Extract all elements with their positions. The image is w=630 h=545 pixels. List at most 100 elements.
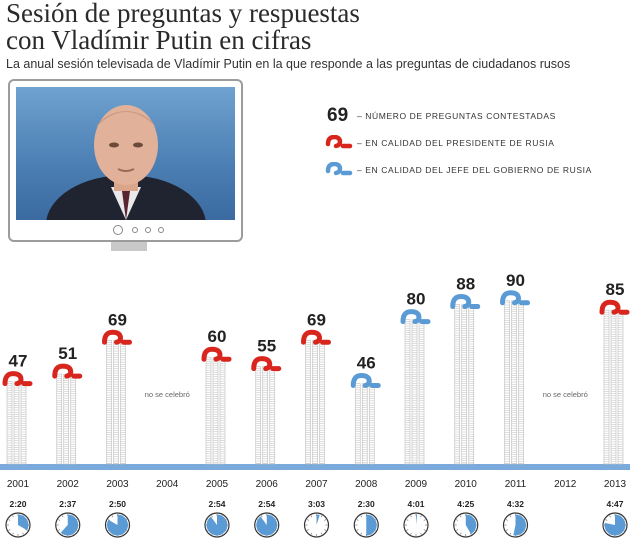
duration-label: 2:50 (109, 499, 126, 509)
clock-tick (456, 529, 459, 531)
clock-elapsed-sector (604, 514, 626, 536)
clock-tick (356, 529, 359, 531)
clock-tick (505, 529, 508, 531)
clock-elapsed-sector (416, 514, 418, 525)
title-line-1: Sesión de preguntas y respuestas (6, 0, 360, 28)
bar-stack-lines (405, 321, 410, 463)
question-mark-icon (201, 346, 223, 362)
bar-stack-lines (604, 311, 609, 465)
question-mark-icon (500, 290, 522, 306)
question-mark-icon (400, 309, 422, 325)
bar-stack-lines (255, 368, 261, 464)
bar-value-label: 46 (357, 354, 376, 373)
clock-tick (410, 515, 412, 518)
duration-label: 2:30 (358, 499, 375, 509)
x-tick-label: 2012 (554, 479, 577, 490)
clock-tick (61, 515, 64, 518)
duration-label: 4:01 (407, 499, 424, 509)
clock-tick (360, 515, 363, 518)
clock-tick (406, 519, 409, 521)
duration-label: 4:32 (507, 499, 524, 509)
clock-tick (111, 515, 114, 518)
bar-stack-column (305, 339, 311, 465)
duration-label: 2:54 (208, 499, 225, 509)
bar-value-label: 85 (606, 280, 625, 299)
clock-tick (469, 532, 472, 535)
clock-tick (306, 529, 309, 531)
x-tick-label: 2009 (405, 479, 428, 490)
bar-value-label: 60 (208, 327, 227, 346)
clock-elapsed-sector (256, 514, 278, 536)
x-tick-label: 2006 (256, 479, 279, 490)
bar-stack-column (219, 356, 226, 465)
clock-tick (456, 519, 459, 521)
question-mark-icon (52, 363, 74, 379)
question-mark-icon (2, 371, 24, 387)
bar-stack-column (255, 366, 262, 465)
bar-stack-column (6, 381, 13, 465)
clock-tick (260, 515, 263, 518)
bar-stack-column (212, 356, 219, 465)
clock-tick (406, 529, 409, 531)
question-mark-icon (350, 373, 372, 389)
bar-value-label: 69 (307, 310, 326, 329)
bar-stack-lines (106, 342, 112, 464)
tv-screen-photo (16, 87, 235, 220)
clock-elapsed-sector (107, 514, 129, 536)
bar-stack-column (511, 300, 517, 465)
x-tick-label: 2001 (7, 479, 30, 490)
clock-tick (320, 532, 323, 535)
bar-stack-column (56, 373, 63, 465)
bar-stack-lines (7, 383, 12, 464)
bar-stack-column (518, 300, 524, 465)
x-tick-label: 2004 (156, 479, 179, 490)
clock-tick (324, 519, 327, 521)
bar-value-label: 88 (456, 275, 475, 294)
question-mark-icon (301, 329, 323, 345)
clock-elapsed-sector (465, 514, 477, 535)
bar-stack-lines (454, 306, 460, 464)
question-mark-icon (102, 329, 124, 345)
clock-tick (8, 529, 11, 531)
clock-tick (505, 519, 508, 521)
bar-stack-column (63, 373, 70, 465)
bar-stack-column (113, 339, 119, 465)
tv-stand (111, 242, 147, 251)
bar-stack-column (504, 300, 510, 465)
bar-stack-column (454, 304, 461, 465)
legend-count-text: – NÚMERO DE PREGUNTAS CONTESTADAS (357, 111, 556, 121)
bar-value-label: 47 (9, 352, 28, 371)
bar-stack-column (205, 356, 212, 465)
clock-tick (459, 515, 462, 518)
tv-dot-icon (132, 227, 138, 233)
clock-tick (306, 519, 309, 521)
duration-label: 2:54 (258, 499, 275, 509)
chart-subtitle: La anual sesión televisada de Vladímir P… (6, 57, 571, 71)
clock-tick (509, 532, 512, 535)
chart-title: Sesión de preguntas y respuestas con Vla… (6, 0, 426, 54)
clock-tick (8, 519, 11, 521)
bar-stack-lines (56, 375, 62, 463)
clock-tick (420, 515, 422, 518)
x-tick-label: 2010 (455, 479, 478, 490)
question-mark-icon (599, 299, 621, 315)
duration-label: 4:47 (606, 499, 623, 509)
bar-value-label: 80 (407, 290, 426, 309)
x-tick-label: 2003 (106, 479, 129, 490)
tv-illustration (8, 79, 243, 242)
clock-elapsed-sector (316, 514, 320, 525)
clock-tick (423, 519, 426, 521)
clock-tick (211, 515, 213, 518)
clock-tick (356, 519, 359, 521)
bar-stack-lines (355, 385, 361, 463)
clock-tick (310, 532, 313, 535)
legend-president-question-icon (325, 135, 353, 149)
legend-number-sample: 69 (327, 105, 349, 126)
duration-label: 4:25 (457, 499, 474, 509)
portrait-image (46, 105, 206, 220)
bar-stack-lines (504, 302, 510, 464)
bar-stack-lines (206, 358, 211, 463)
title-line-2: con Vladímir Putin en cifras (6, 25, 312, 55)
duration-label: 2:20 (9, 499, 26, 509)
